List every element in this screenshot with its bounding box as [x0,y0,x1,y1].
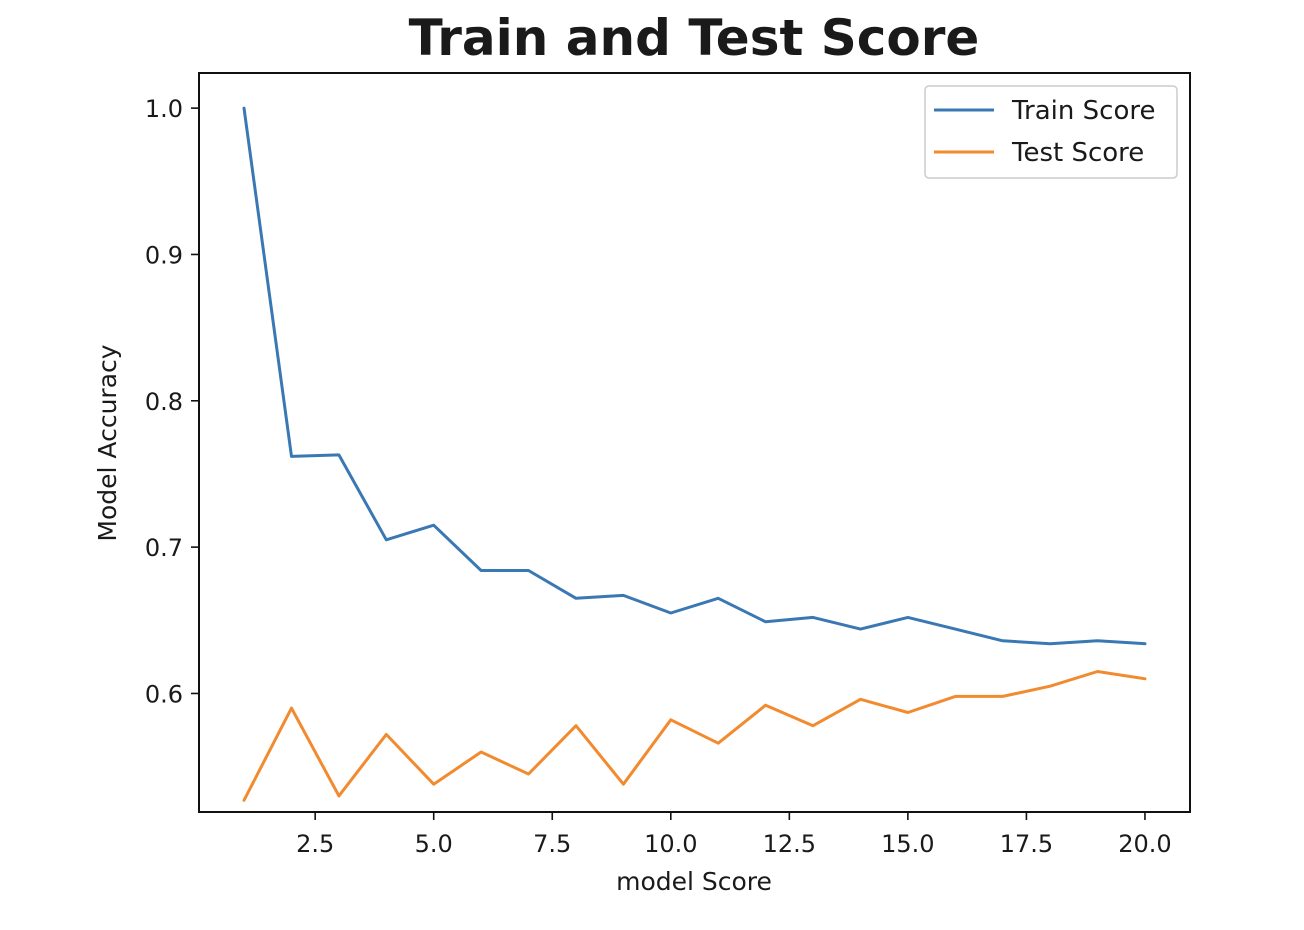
y-axis: 0.6 0.7 0.8 0.9 1.0 [145,95,199,708]
legend-label-train-score: Train Score [1011,96,1155,126]
x-tick-label: 2.5 [296,830,334,858]
legend-label-test-score: Test Score [1011,138,1144,168]
series-line-train-score [242,106,1147,646]
x-tick-label: 10.0 [644,830,697,858]
x-tick-label: 7.5 [533,830,571,858]
axes-frame [198,72,1191,813]
x-tick-label: 5.0 [415,830,453,858]
chart-title: Train and Test Score [409,9,980,67]
x-tick-label: 12.5 [763,830,816,858]
y-tick-label: 0.9 [145,241,183,269]
legend: Train Score Test Score [924,85,1178,179]
plot-area [242,106,1147,802]
y-tick-label: 0.7 [145,534,183,562]
x-tick-label: 20.0 [1118,830,1171,858]
y-tick-label: 0.8 [145,388,183,416]
x-axis-label: model Score [616,867,772,896]
x-axis: 2.5 5.0 7.5 10.0 12.5 15.0 17.5 20.0 [296,812,1172,858]
x-tick-label: 15.0 [881,830,934,858]
y-tick-label: 1.0 [145,95,183,123]
y-axis-label: Model Accuracy [93,344,122,541]
series-line-test-score [242,670,1147,802]
y-tick-label: 0.6 [145,680,183,708]
x-tick-label: 17.5 [1000,830,1053,858]
